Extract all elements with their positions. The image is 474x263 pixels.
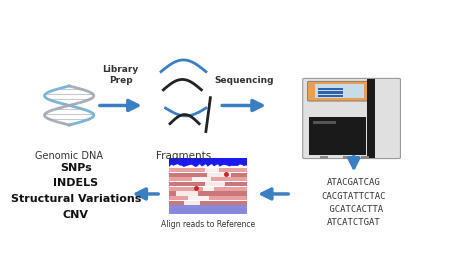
Bar — [169, 158, 247, 168]
Text: Fragments: Fragments — [156, 151, 211, 161]
Bar — [169, 210, 247, 214]
Bar — [318, 91, 343, 94]
Bar — [169, 177, 247, 181]
Bar — [184, 201, 200, 205]
Text: Sequencing: Sequencing — [214, 76, 274, 85]
Bar — [205, 168, 219, 172]
Bar — [169, 191, 247, 195]
Bar — [207, 173, 231, 177]
Bar — [169, 168, 247, 172]
Bar — [176, 191, 199, 195]
Bar — [189, 196, 209, 200]
Bar — [169, 205, 247, 210]
Bar — [169, 196, 247, 200]
Bar — [205, 182, 225, 186]
Bar — [318, 88, 343, 90]
Bar — [169, 201, 247, 205]
Bar — [169, 187, 247, 191]
Bar — [315, 84, 364, 98]
Text: SNPs
INDELS
Structural Variations
CNV: SNPs INDELS Structural Variations CNV — [11, 163, 141, 220]
Bar — [191, 177, 211, 181]
Bar — [318, 95, 343, 97]
Text: Library
Prep: Library Prep — [102, 65, 139, 85]
Bar — [202, 187, 214, 191]
Bar — [313, 120, 336, 124]
Text: Align reads to Reference: Align reads to Reference — [161, 220, 255, 229]
Bar — [320, 156, 328, 159]
Bar — [169, 182, 247, 186]
Text: Genomic DNA: Genomic DNA — [35, 151, 103, 161]
Bar — [343, 156, 351, 159]
Text: ATACGATCAG
CACGTATTCTAC
 GCATCACTTA
ATCATCTGAT: ATACGATCAG CACGTATTCTAC GCATCACTTA ATCAT… — [321, 178, 386, 227]
FancyBboxPatch shape — [303, 78, 401, 159]
Bar — [169, 173, 247, 177]
Bar — [361, 156, 369, 159]
FancyBboxPatch shape — [308, 81, 371, 101]
Bar — [309, 117, 366, 155]
Bar — [367, 79, 375, 158]
